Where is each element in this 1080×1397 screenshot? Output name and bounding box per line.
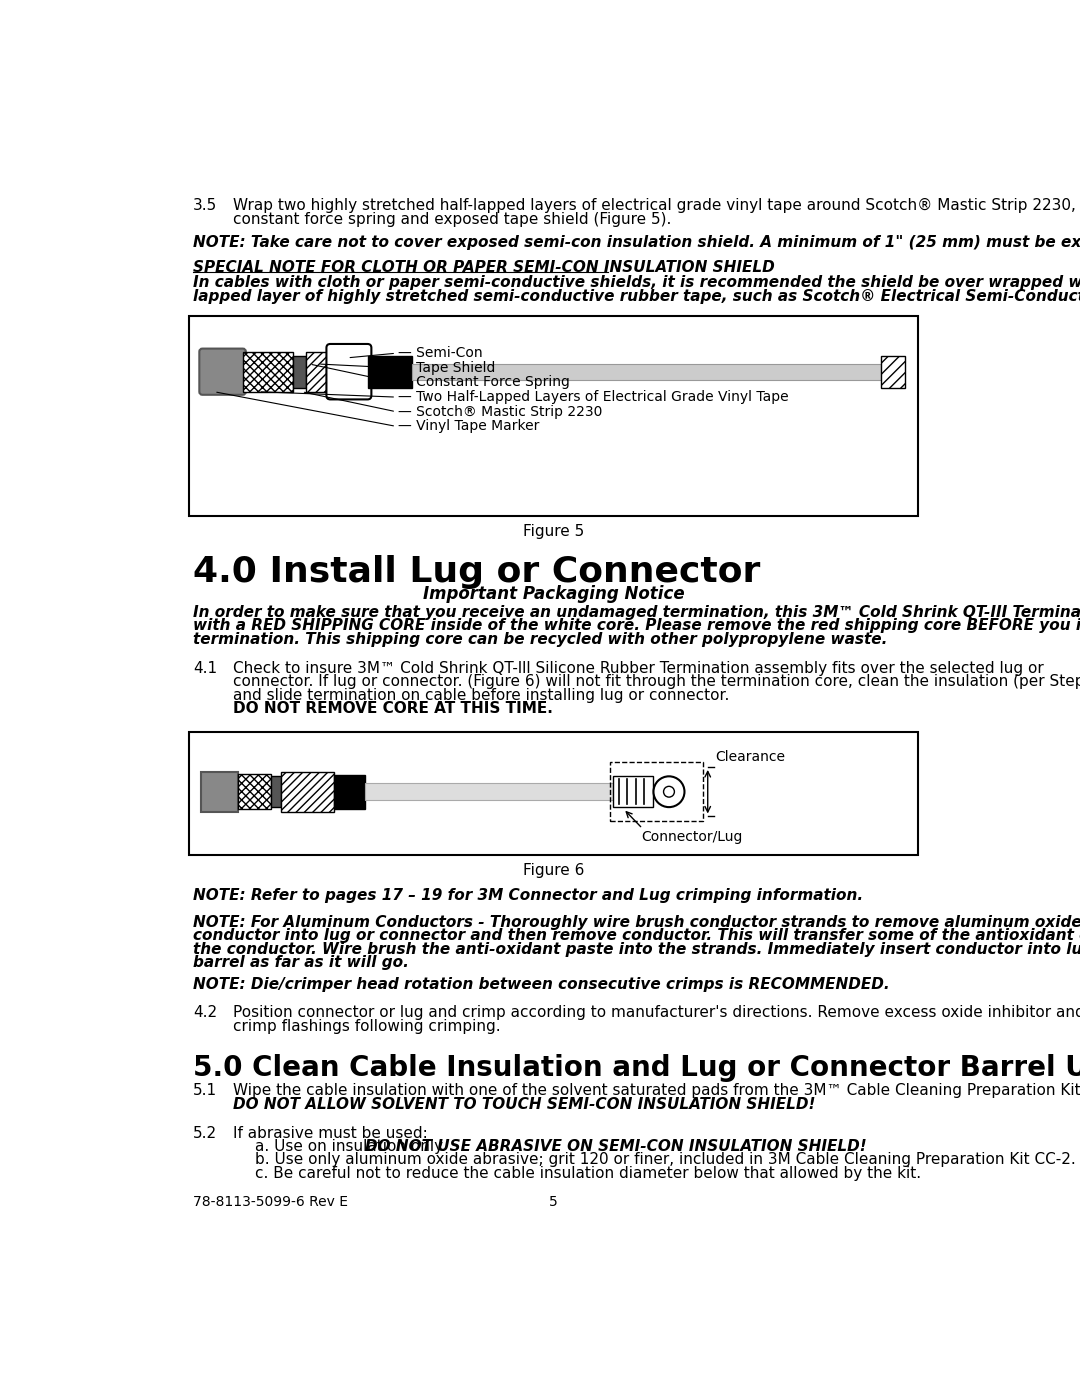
FancyBboxPatch shape	[189, 316, 918, 517]
Text: a. Use on insulation only.: a. Use on insulation only.	[255, 1139, 450, 1154]
Text: 5.2: 5.2	[193, 1126, 217, 1140]
Text: — Semi-Con: — Semi-Con	[397, 346, 483, 360]
Text: 4.1: 4.1	[193, 661, 217, 676]
Text: NOTE: Refer to pages 17 – 19 for 3M Connector and Lug crimping information.: NOTE: Refer to pages 17 – 19 for 3M Conn…	[193, 887, 863, 902]
Text: Position connector or lug and crimp according to manufacturer's directions. Remo: Position connector or lug and crimp acco…	[233, 1006, 1080, 1020]
Text: b. Use only aluminum oxide abrasive; grit 120 or finer, included in 3M Cable Cle: b. Use only aluminum oxide abrasive; gri…	[255, 1153, 1076, 1168]
Bar	[610, 763, 703, 821]
Text: 78-8113-5099-6 Rev E: 78-8113-5099-6 Rev E	[193, 1194, 348, 1208]
Bar	[243, 352, 293, 391]
Text: lapped layer of highly stretched semi-conductive rubber tape, such as Scotch® El: lapped layer of highly stretched semi-co…	[193, 289, 1080, 305]
Circle shape	[663, 787, 674, 798]
Bar	[881, 355, 905, 388]
FancyBboxPatch shape	[326, 344, 372, 400]
Text: crimp flashings following crimping.: crimp flashings following crimping.	[233, 1018, 501, 1034]
Text: Wrap two highly stretched half-lapped layers of electrical grade vinyl tape arou: Wrap two highly stretched half-lapped la…	[233, 198, 1077, 214]
Text: Figure 6: Figure 6	[523, 862, 584, 877]
Text: 4.2: 4.2	[193, 1006, 217, 1020]
Text: c. Be careful not to reduce the cable insulation diameter below that allowed by : c. Be careful not to reduce the cable in…	[255, 1166, 921, 1180]
Bar	[613, 777, 653, 807]
Text: constant force spring and exposed tape shield (Figure 5).: constant force spring and exposed tape s…	[233, 212, 672, 226]
Text: termination. This shipping core can be recycled with other polypropylene waste.: termination. This shipping core can be r…	[193, 631, 888, 647]
Text: NOTE: Die/crimper head rotation between consecutive crimps is RECOMMENDED.: NOTE: Die/crimper head rotation between …	[193, 977, 890, 992]
Text: 3.5: 3.5	[193, 198, 217, 214]
Bar	[413, 363, 881, 380]
Bar	[238, 774, 271, 809]
Bar	[367, 355, 413, 388]
Text: In cables with cloth or paper semi-conductive shields, it is recommended the shi: In cables with cloth or paper semi-condu…	[193, 275, 1080, 291]
Text: Check to insure 3M™ Cold Shrink QT-lll Silicone Rubber Termination assembly fits: Check to insure 3M™ Cold Shrink QT-lll S…	[233, 661, 1044, 676]
Text: barrel as far as it will go.: barrel as far as it will go.	[193, 956, 409, 971]
FancyBboxPatch shape	[189, 732, 918, 855]
Text: with a RED SHIPPING CORE inside of the white core. Please remove the red shippin: with a RED SHIPPING CORE inside of the w…	[193, 619, 1080, 633]
Text: Clearance: Clearance	[715, 750, 785, 764]
Text: DO NOT ALLOW SOLVENT TO TOUCH SEMI-CON INSULATION SHIELD!: DO NOT ALLOW SOLVENT TO TOUCH SEMI-CON I…	[233, 1097, 815, 1112]
Text: Figure 5: Figure 5	[523, 524, 584, 539]
Text: NOTE: For Aluminum Conductors - Thoroughly wire brush conductor strands to remov: NOTE: For Aluminum Conductors - Thorough…	[193, 915, 1080, 930]
Text: In order to make sure that you receive an undamaged termination, this 3M™ Cold S: In order to make sure that you receive a…	[193, 605, 1080, 620]
Text: — Scotch® Mastic Strip 2230: — Scotch® Mastic Strip 2230	[397, 405, 603, 419]
FancyBboxPatch shape	[200, 349, 246, 395]
Text: If abrasive must be used:: If abrasive must be used:	[233, 1126, 428, 1140]
Text: 5: 5	[549, 1194, 558, 1208]
Text: — Tape Shield: — Tape Shield	[397, 360, 495, 374]
Bar	[334, 775, 365, 809]
Text: Wipe the cable insulation with one of the solvent saturated pads from the 3M™ Ca: Wipe the cable insulation with one of th…	[233, 1083, 1080, 1098]
Text: and slide termination on cable before installing lug or connector.: and slide termination on cable before in…	[233, 687, 730, 703]
Text: — Two Half-Lapped Layers of Electrical Grade Vinyl Tape: — Two Half-Lapped Layers of Electrical G…	[397, 390, 788, 404]
Text: DO NOT REMOVE CORE AT THIS TIME.: DO NOT REMOVE CORE AT THIS TIME.	[233, 701, 553, 717]
Text: — Constant Force Spring: — Constant Force Spring	[397, 376, 569, 390]
Text: connector. If lug or connector. (Figure 6) will not fit through the termination : connector. If lug or connector. (Figure …	[233, 675, 1080, 689]
Text: SPECIAL NOTE FOR CLOTH OR PAPER SEMI-CON INSULATION SHIELD: SPECIAL NOTE FOR CLOTH OR PAPER SEMI-CON…	[193, 260, 774, 275]
Bar	[306, 352, 330, 391]
Bar	[365, 784, 613, 800]
Bar	[271, 777, 282, 807]
Text: 5.1: 5.1	[193, 1083, 217, 1098]
Bar	[293, 355, 306, 388]
Bar	[282, 771, 334, 812]
Bar	[201, 771, 238, 812]
Text: — Vinyl Tape Marker: — Vinyl Tape Marker	[397, 419, 539, 433]
Circle shape	[653, 777, 685, 807]
Text: conductor into lug or connector and then remove conductor. This will transfer so: conductor into lug or connector and then…	[193, 929, 1080, 943]
Text: Important Packaging Notice: Important Packaging Notice	[422, 585, 685, 604]
Text: DO NOT USE ABRASIVE ON SEMI-CON INSULATION SHIELD!: DO NOT USE ABRASIVE ON SEMI-CON INSULATI…	[365, 1139, 867, 1154]
Text: Connector/Lug: Connector/Lug	[642, 830, 742, 844]
Text: 4.0 Install Lug or Connector: 4.0 Install Lug or Connector	[193, 555, 760, 588]
Text: the conductor. Wire brush the anti-oxidant paste into the strands. Immediately i: the conductor. Wire brush the anti-oxida…	[193, 942, 1080, 957]
Text: 5.0 Clean Cable Insulation and Lug or Connector Barrel Using Standard Practice: 5.0 Clean Cable Insulation and Lug or Co…	[193, 1053, 1080, 1081]
Text: NOTE: Take care not to cover exposed semi-con insulation shield. A minimum of 1": NOTE: Take care not to cover exposed sem…	[193, 235, 1080, 250]
